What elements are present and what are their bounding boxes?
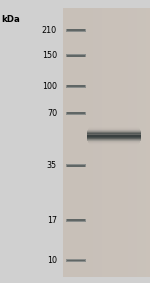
Bar — [137, 8, 139, 277]
Bar — [83, 8, 85, 277]
Bar — [87, 133, 141, 134]
Bar — [66, 259, 86, 262]
Bar — [89, 8, 91, 277]
Bar — [106, 8, 109, 277]
Bar — [65, 8, 67, 277]
Bar — [89, 143, 139, 144]
Bar — [87, 132, 141, 133]
Bar — [67, 85, 85, 87]
Bar — [135, 8, 137, 277]
Bar — [139, 8, 141, 277]
Bar — [88, 142, 140, 143]
Bar — [87, 132, 141, 133]
Bar — [87, 137, 141, 138]
Bar — [87, 139, 141, 140]
Bar — [91, 8, 93, 277]
Bar — [88, 129, 140, 130]
Text: 210: 210 — [42, 26, 57, 35]
Text: kDa: kDa — [2, 15, 20, 24]
Bar — [148, 8, 150, 277]
Bar — [74, 8, 76, 277]
Text: 17: 17 — [47, 216, 57, 225]
Bar — [87, 139, 141, 140]
Bar — [104, 8, 106, 277]
Bar — [96, 8, 98, 277]
Bar — [87, 140, 141, 141]
Bar — [66, 85, 86, 88]
Bar — [87, 134, 141, 135]
Bar — [80, 8, 83, 277]
Bar — [87, 131, 141, 132]
Bar — [89, 127, 139, 128]
Bar — [117, 8, 120, 277]
Bar — [87, 8, 89, 277]
Bar — [122, 8, 124, 277]
Bar — [88, 141, 140, 142]
Bar — [130, 8, 133, 277]
Bar — [87, 138, 141, 139]
Bar — [67, 219, 85, 221]
Bar — [141, 8, 143, 277]
Bar — [67, 29, 85, 31]
Bar — [89, 144, 139, 145]
Bar — [87, 137, 141, 138]
Bar — [67, 55, 85, 57]
Bar — [115, 8, 117, 277]
Bar — [66, 29, 86, 32]
Bar — [88, 128, 140, 129]
Bar — [87, 135, 141, 136]
Bar — [128, 8, 130, 277]
Text: 100: 100 — [42, 82, 57, 91]
Bar — [89, 143, 139, 144]
Bar — [109, 8, 111, 277]
Text: 70: 70 — [47, 109, 57, 118]
Text: 35: 35 — [47, 161, 57, 170]
Bar — [87, 131, 141, 132]
Bar — [87, 136, 141, 137]
Bar — [98, 8, 100, 277]
Bar — [88, 129, 140, 130]
Bar — [67, 112, 85, 114]
Bar — [89, 128, 139, 129]
Bar — [88, 142, 140, 143]
Bar — [85, 8, 87, 277]
Bar — [102, 8, 104, 277]
Bar — [63, 8, 65, 277]
Bar — [72, 8, 74, 277]
Bar — [66, 164, 86, 167]
Bar — [111, 8, 113, 277]
Bar — [143, 8, 146, 277]
Bar — [67, 8, 70, 277]
Bar — [87, 130, 141, 131]
Bar — [126, 8, 128, 277]
Bar — [76, 8, 78, 277]
Bar — [89, 127, 139, 128]
Bar — [100, 8, 102, 277]
Bar — [67, 165, 85, 167]
Bar — [88, 141, 140, 142]
Bar — [66, 219, 86, 222]
Bar — [146, 8, 148, 277]
Bar — [87, 134, 141, 135]
Text: 10: 10 — [47, 256, 57, 265]
Bar — [66, 112, 86, 115]
Bar — [63, 8, 150, 277]
Bar — [93, 8, 96, 277]
Bar — [88, 130, 140, 131]
Bar — [87, 136, 141, 137]
Bar — [66, 54, 86, 57]
Bar — [113, 8, 115, 277]
Bar — [67, 260, 85, 261]
Bar — [87, 140, 141, 141]
Bar — [78, 8, 80, 277]
Bar — [69, 8, 72, 277]
Text: 150: 150 — [42, 51, 57, 60]
Bar — [87, 133, 141, 134]
Bar — [124, 8, 126, 277]
Bar — [87, 135, 141, 136]
Bar — [120, 8, 122, 277]
Bar — [133, 8, 135, 277]
